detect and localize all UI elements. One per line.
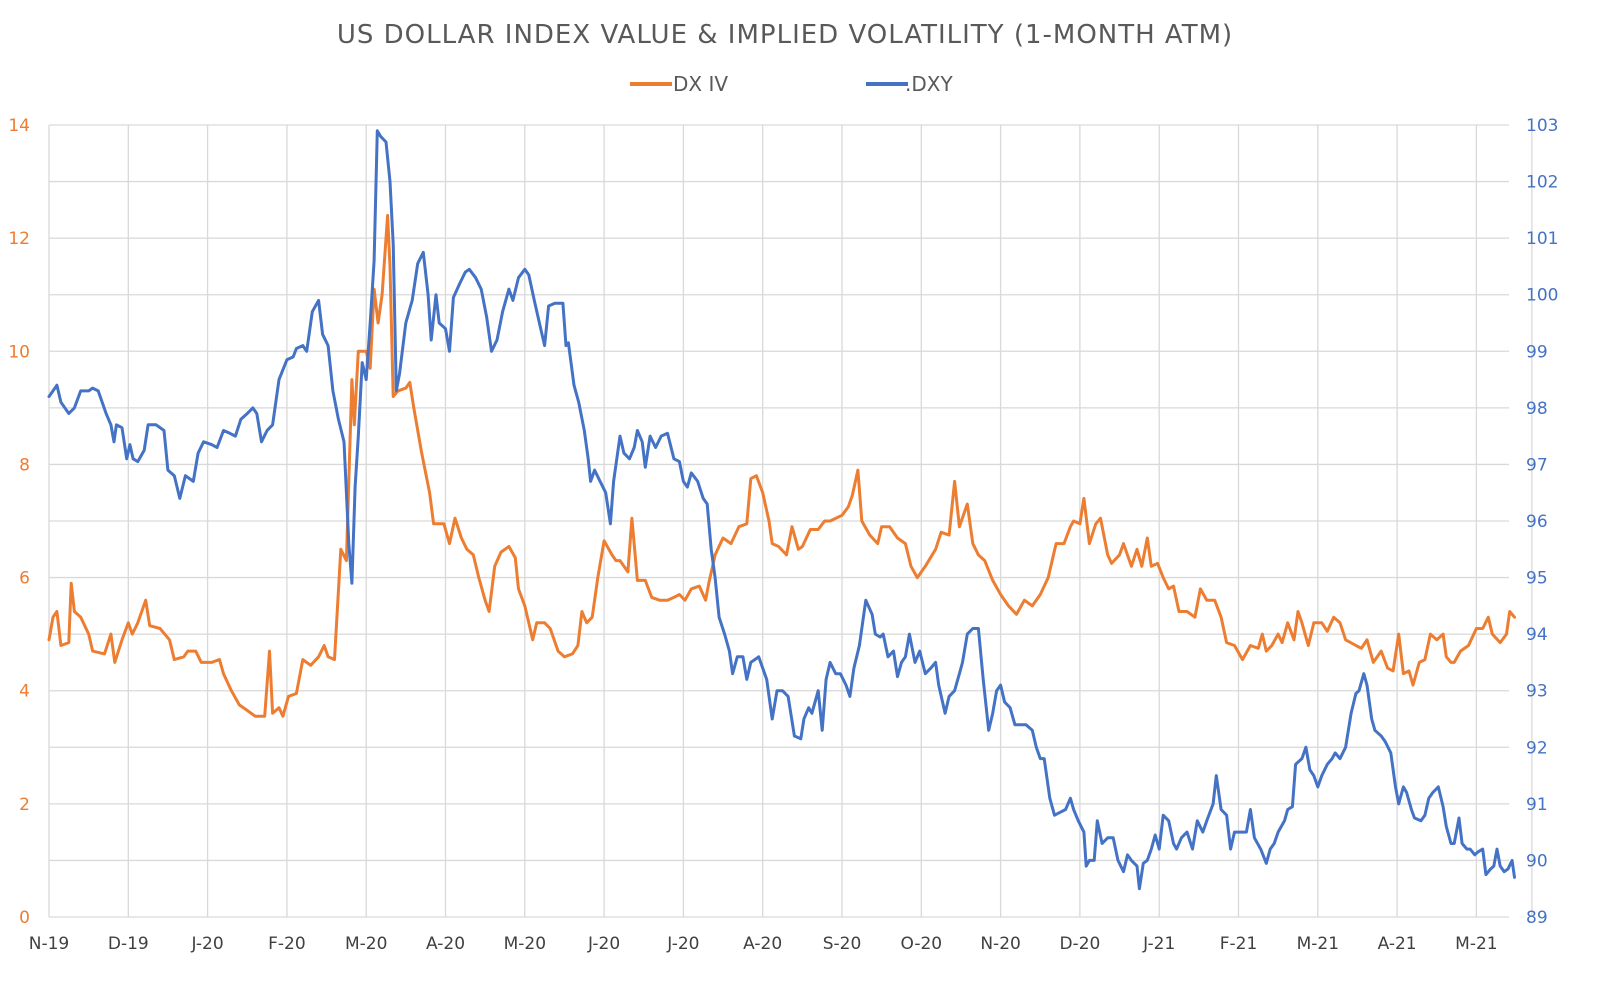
left-tick-label-4: 8	[19, 455, 30, 475]
x-tick-label-3: F-20	[268, 934, 306, 954]
x-tick-label-13: D-20	[1059, 934, 1100, 954]
x-tick-label-5: A-20	[426, 934, 465, 954]
left-tick-label-1: 2	[19, 795, 30, 815]
series-lines	[47, 129, 1516, 891]
right-tick-label-11: 100	[1526, 286, 1558, 306]
left-axis-ticks: 0 2 4 6 8 10 12 14	[8, 116, 30, 928]
left-tick-label-5: 10	[8, 342, 30, 362]
x-tick-label-15: F-21	[1220, 934, 1258, 954]
right-tick-label-14: 103	[1526, 116, 1558, 136]
left-tick-label-6: 12	[8, 229, 30, 249]
x-tick-label-11: O-20	[900, 934, 942, 954]
right-tick-label-10: 99	[1526, 342, 1548, 362]
x-tick-label-6: M-20	[504, 934, 546, 954]
right-tick-label-1: 90	[1526, 851, 1548, 871]
right-axis-ticks: 89 90 91 92 93 94 95 96 97 98 99 100 101 102 103	[1526, 116, 1558, 928]
right-tick-label-3: 92	[1526, 738, 1548, 758]
x-tick-label-0: N-19	[29, 934, 69, 954]
x-tick-label-10: S-20	[823, 934, 862, 954]
x-tick-label-16: M-21	[1297, 934, 1339, 954]
right-tick-label-6: 95	[1526, 569, 1548, 589]
legend-label-dxy: .DXY	[905, 72, 953, 96]
right-tick-label-13: 102	[1526, 173, 1558, 193]
legend: DX IV .DXY	[630, 72, 953, 96]
x-tick-label-14: J-21	[1142, 934, 1175, 954]
x-tick-label-17: A-21	[1378, 934, 1417, 954]
series-line-dx-iv	[47, 214, 1516, 718]
x-tick-label-18: M-21	[1455, 934, 1497, 954]
left-tick-label-7: 14	[8, 116, 30, 136]
x-tick-label-9: A-20	[743, 934, 782, 954]
left-tick-label-3: 6	[19, 569, 30, 589]
horizontal-gridlines	[49, 124, 1509, 918]
x-tick-label-8: J-20	[666, 934, 699, 954]
x-tick-label-1: D-19	[108, 934, 149, 954]
right-tick-label-9: 98	[1526, 399, 1548, 419]
right-tick-label-12: 101	[1526, 229, 1558, 249]
x-axis-ticks: N-19 D-19 J-20 F-20 M-20 A-20 M-20 J-20 J-20 A-20…	[29, 934, 1498, 954]
x-tick-label-4: M-20	[345, 934, 387, 954]
right-tick-label-8: 97	[1526, 455, 1548, 475]
right-tick-label-2: 91	[1526, 795, 1548, 815]
right-tick-label-4: 93	[1526, 682, 1548, 702]
x-tick-label-12: N-20	[980, 934, 1020, 954]
right-tick-label-0: 89	[1526, 908, 1548, 928]
legend-label-dx-iv: DX IV	[673, 72, 728, 96]
left-tick-label-2: 4	[19, 682, 30, 702]
series-line-dxy	[47, 129, 1516, 891]
x-tick-label-7: J-20	[587, 934, 620, 954]
x-tick-label-2: J-20	[191, 934, 224, 954]
right-tick-label-5: 94	[1526, 625, 1548, 645]
left-tick-label-0: 0	[19, 908, 30, 928]
chart-title: US DOLLAR INDEX VALUE & IMPLIED VOLATILI…	[337, 20, 1233, 50]
right-tick-label-7: 96	[1526, 512, 1548, 532]
